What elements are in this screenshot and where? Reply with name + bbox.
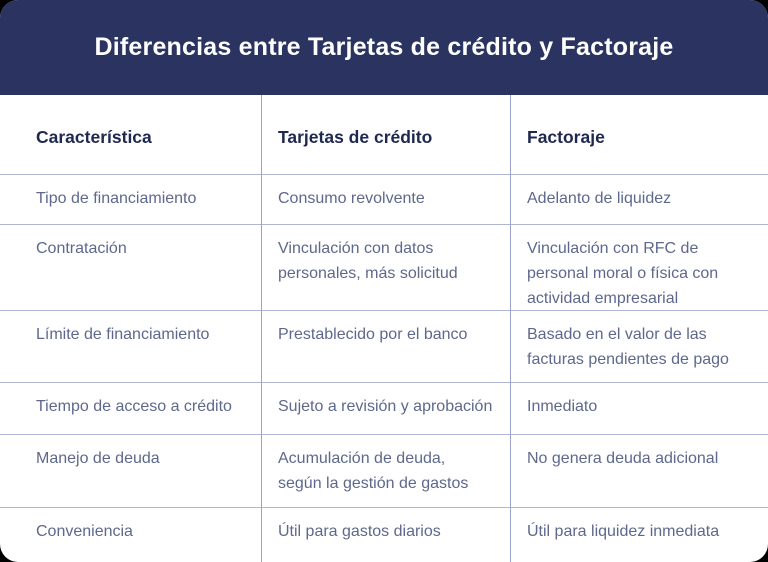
comparison-table: Característica Tarjetas de crédito Facto… bbox=[0, 95, 768, 562]
cell-caracteristica: Tipo de financiamiento bbox=[36, 190, 197, 207]
cell-tarjetas: Acumulación de deuda, según la gestión d… bbox=[278, 450, 469, 492]
cell-tarjetas: Consumo revolvente bbox=[278, 190, 425, 207]
cell-factoraje: Útil para liquidez inmediata bbox=[527, 523, 720, 540]
title-bar: Diferencias entre Tarjetas de crédito y … bbox=[0, 0, 768, 95]
table-row-contratacion: Contratación Vinculación con datos perso… bbox=[0, 224, 768, 310]
cell-tarjetas: Sujeto a revisión y aprobación bbox=[278, 398, 493, 415]
cell-tarjetas: Útil para gastos diarios bbox=[278, 523, 441, 540]
cell-tarjetas: Prestablecido por el banco bbox=[278, 326, 468, 343]
column-divider-2 bbox=[510, 95, 511, 562]
column-header-caracteristica: Característica bbox=[36, 127, 152, 147]
table-header-row: Característica Tarjetas de crédito Facto… bbox=[0, 95, 768, 174]
table-row-tipo-de-financiamiento: Tipo de financiamiento Consumo revolvent… bbox=[0, 174, 768, 224]
column-header-tarjetas-de-credito: Tarjetas de crédito bbox=[278, 127, 433, 147]
cell-caracteristica: Límite de financiamiento bbox=[36, 326, 210, 343]
column-divider-1 bbox=[261, 95, 262, 562]
cell-tarjetas: Vinculación con datos personales, más so… bbox=[278, 240, 458, 282]
column-header-factoraje: Factoraje bbox=[527, 127, 605, 147]
cell-caracteristica: Manejo de deuda bbox=[36, 450, 160, 467]
table-row-tiempo-de-acceso: Tiempo de acceso a crédito Sujeto a revi… bbox=[0, 382, 768, 434]
cell-factoraje: Adelanto de liquidez bbox=[527, 190, 672, 207]
page-title: Diferencias entre Tarjetas de crédito y … bbox=[94, 33, 674, 61]
cell-factoraje: No genera deuda adicional bbox=[527, 450, 719, 467]
cell-factoraje: Vinculación con RFC de personal moral o … bbox=[527, 240, 719, 307]
cell-caracteristica: Tiempo de acceso a crédito bbox=[36, 398, 232, 415]
table-row-manejo-de-deuda: Manejo de deuda Acumulación de deuda, se… bbox=[0, 434, 768, 507]
cell-factoraje: Inmediato bbox=[527, 398, 598, 415]
cell-caracteristica: Conveniencia bbox=[36, 523, 133, 540]
cell-caracteristica: Contratación bbox=[36, 240, 127, 257]
table-row-limite-de-financiamiento: Límite de financiamiento Prestablecido p… bbox=[0, 310, 768, 382]
table-row-conveniencia: Conveniencia Útil para gastos diarios Út… bbox=[0, 507, 768, 562]
cell-factoraje: Basado en el valor de las facturas pendi… bbox=[527, 326, 729, 368]
